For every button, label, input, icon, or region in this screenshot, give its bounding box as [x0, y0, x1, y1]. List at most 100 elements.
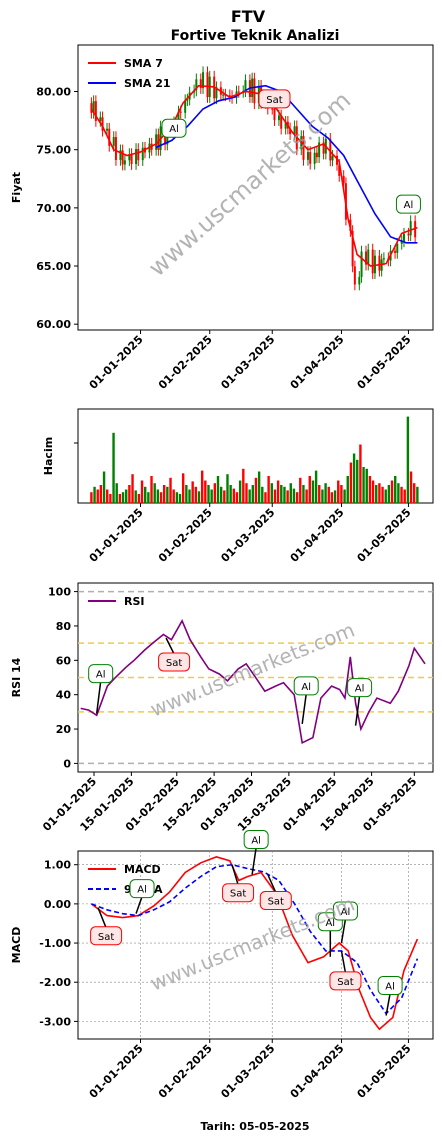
buy-signal-box — [347, 678, 373, 698]
volume-bar — [213, 483, 217, 503]
volume-bar — [384, 489, 387, 503]
volume-bar — [273, 489, 277, 503]
volume-bar — [185, 485, 188, 503]
volume-bar — [216, 476, 220, 503]
x-tick-label: 01-02-2025 — [156, 1042, 215, 1101]
volume-bar — [359, 444, 362, 503]
sell-signal-box — [158, 652, 191, 672]
sell-signal-box — [258, 89, 291, 109]
volume-bar — [314, 470, 318, 503]
signal-label: Al — [325, 918, 335, 929]
volume-bar — [204, 480, 207, 503]
candle-body — [99, 117, 102, 121]
volume-bar — [166, 486, 169, 503]
signal-arrow — [95, 681, 102, 714]
candle-body — [400, 241, 403, 244]
volume-bar — [226, 474, 229, 503]
volume-bar — [90, 492, 93, 503]
volume-bar — [416, 486, 419, 503]
volume-bar — [188, 489, 191, 503]
signal-label: Al — [251, 836, 261, 847]
y-tick-label: 80.00 — [36, 86, 71, 99]
volume-bar — [409, 471, 413, 503]
candle-body — [199, 79, 202, 89]
legend-label: MACD — [124, 863, 161, 876]
candle-body — [293, 126, 296, 135]
volume-bar — [254, 477, 258, 503]
candle-body — [141, 147, 144, 161]
y-tick-label: -3.00 — [39, 1015, 71, 1028]
volume-bar — [397, 483, 400, 503]
x-tick-label: 01-04-2025 — [288, 506, 347, 565]
volume-bar — [280, 485, 283, 503]
volume-bar — [390, 480, 394, 503]
signal-label: Sat — [166, 658, 182, 669]
volume-bar — [286, 490, 289, 503]
volume-bar — [362, 467, 365, 503]
y-tick-label: 60 — [56, 654, 72, 667]
candle-body — [371, 249, 374, 274]
volume-bar — [200, 470, 204, 503]
candle-body — [206, 72, 209, 98]
candle-body — [215, 87, 218, 99]
x-tick-label: 01-02-2025 — [156, 333, 215, 392]
candle-body — [271, 108, 274, 110]
signal-arrow — [385, 993, 391, 1016]
volume-bar — [257, 471, 261, 503]
sell-signal-box — [222, 883, 255, 903]
signal-arrow — [135, 896, 143, 914]
volume-bar — [381, 486, 384, 503]
volume-bar — [131, 474, 134, 503]
volume-bar — [96, 489, 99, 503]
candle-body — [108, 128, 111, 146]
legend-label: SMA 21 — [124, 77, 171, 90]
volume-bar — [181, 473, 185, 503]
candle-body — [409, 221, 412, 236]
sell-signal-box — [90, 926, 123, 946]
candle-body — [342, 175, 345, 184]
date-footer: Tarih: 05-05-2025 — [200, 1120, 309, 1133]
volume-bar — [172, 489, 175, 503]
sma7-line — [90, 84, 418, 267]
candle-body — [155, 134, 158, 150]
buy-signal-box — [243, 830, 269, 849]
volume-bar — [292, 488, 296, 503]
volume-bar — [302, 485, 305, 503]
candle-body — [351, 231, 354, 267]
y-tick-label: 0 — [63, 757, 71, 770]
volume-bar — [150, 476, 153, 503]
signal-arrow — [165, 637, 175, 655]
legend-label: RSI — [124, 595, 145, 608]
candle-body — [396, 243, 399, 253]
chart-title: FTV — [231, 7, 266, 26]
volume-bar — [400, 486, 403, 503]
candle-body — [289, 128, 292, 135]
x-tick-label: 01-03-2025 — [218, 1042, 277, 1101]
x-tick-label: 01-05-2025 — [355, 506, 414, 565]
signal-label: Sat — [268, 897, 284, 908]
candle-body — [94, 101, 97, 121]
volume-bar — [305, 489, 308, 503]
volume-bar — [207, 485, 210, 503]
candle-body — [309, 152, 312, 164]
volume-bar — [283, 486, 286, 503]
candle-body — [353, 266, 356, 285]
volume-bar — [371, 480, 375, 503]
signal-label: Al — [385, 982, 395, 993]
chart-subtitle: Fortive Teknik Analizi — [171, 28, 340, 44]
volume-bar — [238, 480, 242, 503]
volume-bar — [125, 489, 128, 503]
x-tick-label: 01-04-2025 — [288, 333, 347, 392]
y-tick-label: 1.00 — [44, 859, 71, 872]
volume-bar — [162, 485, 166, 503]
buy-signal-box — [377, 976, 403, 995]
candle-body — [331, 155, 334, 161]
volume-bar — [318, 485, 321, 503]
candle-body — [358, 276, 361, 285]
x-tick-label: 01-02-2025 — [156, 506, 215, 565]
candle-body — [119, 150, 122, 160]
volume-bar — [346, 476, 349, 503]
candle-body — [253, 78, 256, 104]
volume-bar — [106, 489, 109, 503]
